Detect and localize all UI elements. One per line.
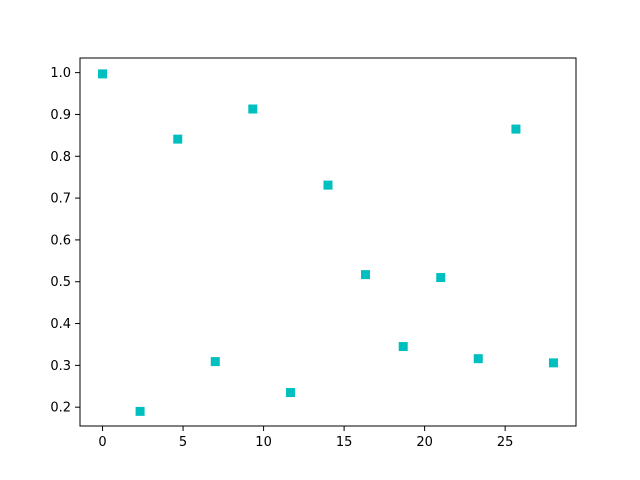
data-point: [398, 342, 408, 352]
x-tick-label: 20: [416, 435, 433, 450]
y-tick-label: 0.7: [50, 192, 71, 207]
data-points: [98, 69, 558, 416]
x-axis-ticks: 0 5 10 15 20 25: [98, 426, 513, 450]
data-point: [473, 354, 483, 364]
data-point: [135, 406, 145, 416]
data-point: [323, 180, 333, 190]
y-tick-label: 0.9: [50, 108, 71, 123]
data-point: [173, 134, 183, 144]
data-point: [548, 358, 558, 368]
y-axis-ticks: 0.2 0.3 0.4 0.5 0.6 0.7 0.8 0.9 1.0: [50, 66, 80, 416]
y-tick-label: 1.0: [50, 66, 71, 81]
data-point: [210, 357, 220, 367]
data-point: [98, 69, 108, 79]
y-tick-label: 0.6: [50, 233, 71, 248]
x-tick-label: 10: [255, 435, 272, 450]
y-tick-label: 0.3: [50, 359, 71, 374]
y-tick-label: 0.5: [50, 275, 71, 290]
y-tick-label: 0.8: [50, 150, 71, 165]
data-point: [511, 124, 521, 134]
x-tick-label: 5: [179, 435, 187, 450]
y-tick-label: 0.4: [50, 317, 71, 332]
data-point: [248, 104, 258, 114]
y-tick-label: 0.2: [50, 401, 71, 416]
x-tick-label: 25: [497, 435, 514, 450]
data-point: [361, 270, 371, 280]
plot-area-frame: [79, 57, 577, 427]
x-tick-label: 0: [98, 435, 106, 450]
data-point: [285, 388, 295, 398]
data-point: [436, 273, 446, 283]
x-tick-label: 15: [336, 435, 353, 450]
